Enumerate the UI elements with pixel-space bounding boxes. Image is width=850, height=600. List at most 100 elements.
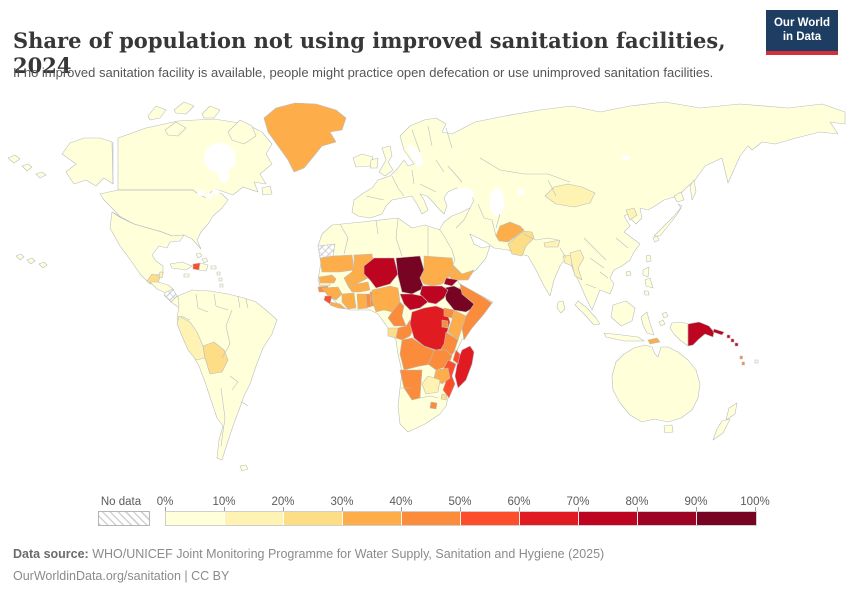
country-burkina-faso[interactable] <box>347 281 371 293</box>
country-gambia[interactable] <box>318 282 331 286</box>
country-north-korea[interactable] <box>625 207 638 221</box>
legend-bin-30-40%[interactable] <box>343 512 402 525</box>
country-united-kingdom[interactable] <box>378 145 394 177</box>
country-japan[interactable] <box>652 235 660 243</box>
country-rwanda-burundi[interactable] <box>441 319 449 329</box>
country-niger[interactable] <box>363 257 399 289</box>
owid-logo-line1: Our World <box>773 17 830 29</box>
country-newfoundland[interactable] <box>261 185 273 196</box>
australia-tasmania[interactable] <box>663 424 674 434</box>
country-somalia[interactable] <box>459 283 493 341</box>
country-philippines[interactable] <box>643 277 654 296</box>
country-new-zealand[interactable] <box>712 418 731 441</box>
country-namibia[interactable] <box>399 369 423 401</box>
country-jamaica[interactable] <box>183 273 190 278</box>
country-cote-divoire[interactable] <box>341 292 357 310</box>
country-cameroon[interactable] <box>387 301 407 327</box>
country-uganda[interactable] <box>443 307 455 319</box>
country-eswatini[interactable] <box>440 393 448 401</box>
arctic-island[interactable] <box>164 121 187 137</box>
legend-bin-60-70%[interactable] <box>520 512 579 525</box>
legend-bin-90-100%[interactable] <box>697 512 756 525</box>
country-liberia[interactable] <box>329 301 347 310</box>
lesser-antilles[interactable] <box>216 271 224 288</box>
country-sudan[interactable] <box>419 255 455 287</box>
country-bangladesh[interactable] <box>562 254 573 267</box>
country-cuba[interactable] <box>169 261 193 271</box>
country-bolivia[interactable] <box>202 341 229 375</box>
country-bahamas[interactable] <box>195 252 209 264</box>
legend-tick-mark <box>755 507 756 511</box>
country-dominican-republic[interactable] <box>198 262 209 272</box>
country-mauritania[interactable] <box>319 254 355 273</box>
license-line[interactable]: OurWorldinData.org/sanitation | CC BY <box>13 568 230 583</box>
country-puerto-rico[interactable] <box>210 265 217 270</box>
country-nepal[interactable] <box>543 239 561 248</box>
country-afghanistan[interactable] <box>495 221 525 243</box>
country-mongolia[interactable] <box>544 183 596 208</box>
indonesia-java[interactable] <box>603 332 645 342</box>
legend-no-data-swatch[interactable] <box>98 511 150 526</box>
country-myanmar[interactable] <box>569 249 585 281</box>
country-timor-leste[interactable] <box>647 337 661 345</box>
country-botswana[interactable] <box>421 375 441 395</box>
legend-bin-40-50%[interactable] <box>402 512 461 525</box>
country-aleutian-islands[interactable] <box>7 154 47 179</box>
country-senegal[interactable] <box>318 274 337 284</box>
legend-bin-20-30%[interactable] <box>284 512 343 525</box>
country-peru[interactable] <box>176 315 206 361</box>
indonesia-sulawesi[interactable] <box>640 311 655 336</box>
country-new-zealand[interactable] <box>725 402 738 421</box>
country-philippines[interactable] <box>642 266 650 278</box>
world-choropleth-map[interactable] <box>0 88 850 488</box>
country-falkland-islands[interactable] <box>239 464 249 472</box>
country-vanuatu[interactable] <box>739 355 745 366</box>
indonesia-moluccas[interactable] <box>658 311 669 327</box>
arctic-island[interactable] <box>201 105 221 119</box>
country-fiji[interactable] <box>754 359 759 364</box>
arctic-island[interactable] <box>227 119 257 145</box>
country-eritrea[interactable] <box>443 277 459 287</box>
legend-bin-0-10%[interactable] <box>166 512 225 525</box>
country-malawi[interactable] <box>452 349 461 365</box>
country-belize[interactable] <box>158 271 164 279</box>
country-taiwan[interactable] <box>645 254 652 263</box>
legend-tick-mark <box>637 507 638 511</box>
arctic-island[interactable] <box>173 101 195 115</box>
country-central-african-republic[interactable] <box>399 293 429 311</box>
country-sierra-leone[interactable] <box>323 295 333 305</box>
country-ghana[interactable] <box>356 293 369 310</box>
legend-bin-10-20%[interactable] <box>225 512 284 525</box>
country-guinea[interactable] <box>321 286 343 301</box>
legend-tick-mark <box>519 507 520 511</box>
indonesia-papua[interactable] <box>669 321 689 347</box>
country-alaska[interactable] <box>61 137 114 187</box>
country-iceland[interactable] <box>352 153 374 168</box>
country-australia[interactable] <box>611 344 701 423</box>
legend-bin-50-60%[interactable] <box>461 512 520 525</box>
png-new-britain[interactable] <box>712 328 725 336</box>
country-guatemala[interactable] <box>146 273 161 285</box>
legend-bin-80-90%[interactable] <box>638 512 697 525</box>
country-solomon-islands[interactable] <box>726 334 739 347</box>
country-togo[interactable] <box>365 293 372 308</box>
country-japan[interactable] <box>673 191 685 203</box>
country-pakistan[interactable] <box>507 230 535 257</box>
hainan-island[interactable] <box>625 270 632 277</box>
legend-tick-mark <box>460 507 461 511</box>
country-papua-new-guinea[interactable] <box>687 321 715 347</box>
owid-logo[interactable]: Our World in Data <box>765 10 838 55</box>
country-ireland[interactable] <box>369 157 379 169</box>
sakhalin-island[interactable] <box>689 179 697 201</box>
country-lesotho[interactable] <box>429 401 438 410</box>
legend-bar[interactable] <box>165 511 757 526</box>
country-hawaii[interactable] <box>15 253 48 269</box>
indonesia-sumatra[interactable] <box>574 300 601 326</box>
arctic-island[interactable] <box>147 105 167 121</box>
legend-bin-70-80%[interactable] <box>579 512 638 525</box>
indonesia-borneo[interactable] <box>610 300 636 327</box>
country-greenland[interactable] <box>263 102 347 173</box>
continent-south-america[interactable] <box>176 289 278 461</box>
country-japan[interactable] <box>653 203 683 237</box>
country-sri-lanka[interactable] <box>556 300 566 314</box>
